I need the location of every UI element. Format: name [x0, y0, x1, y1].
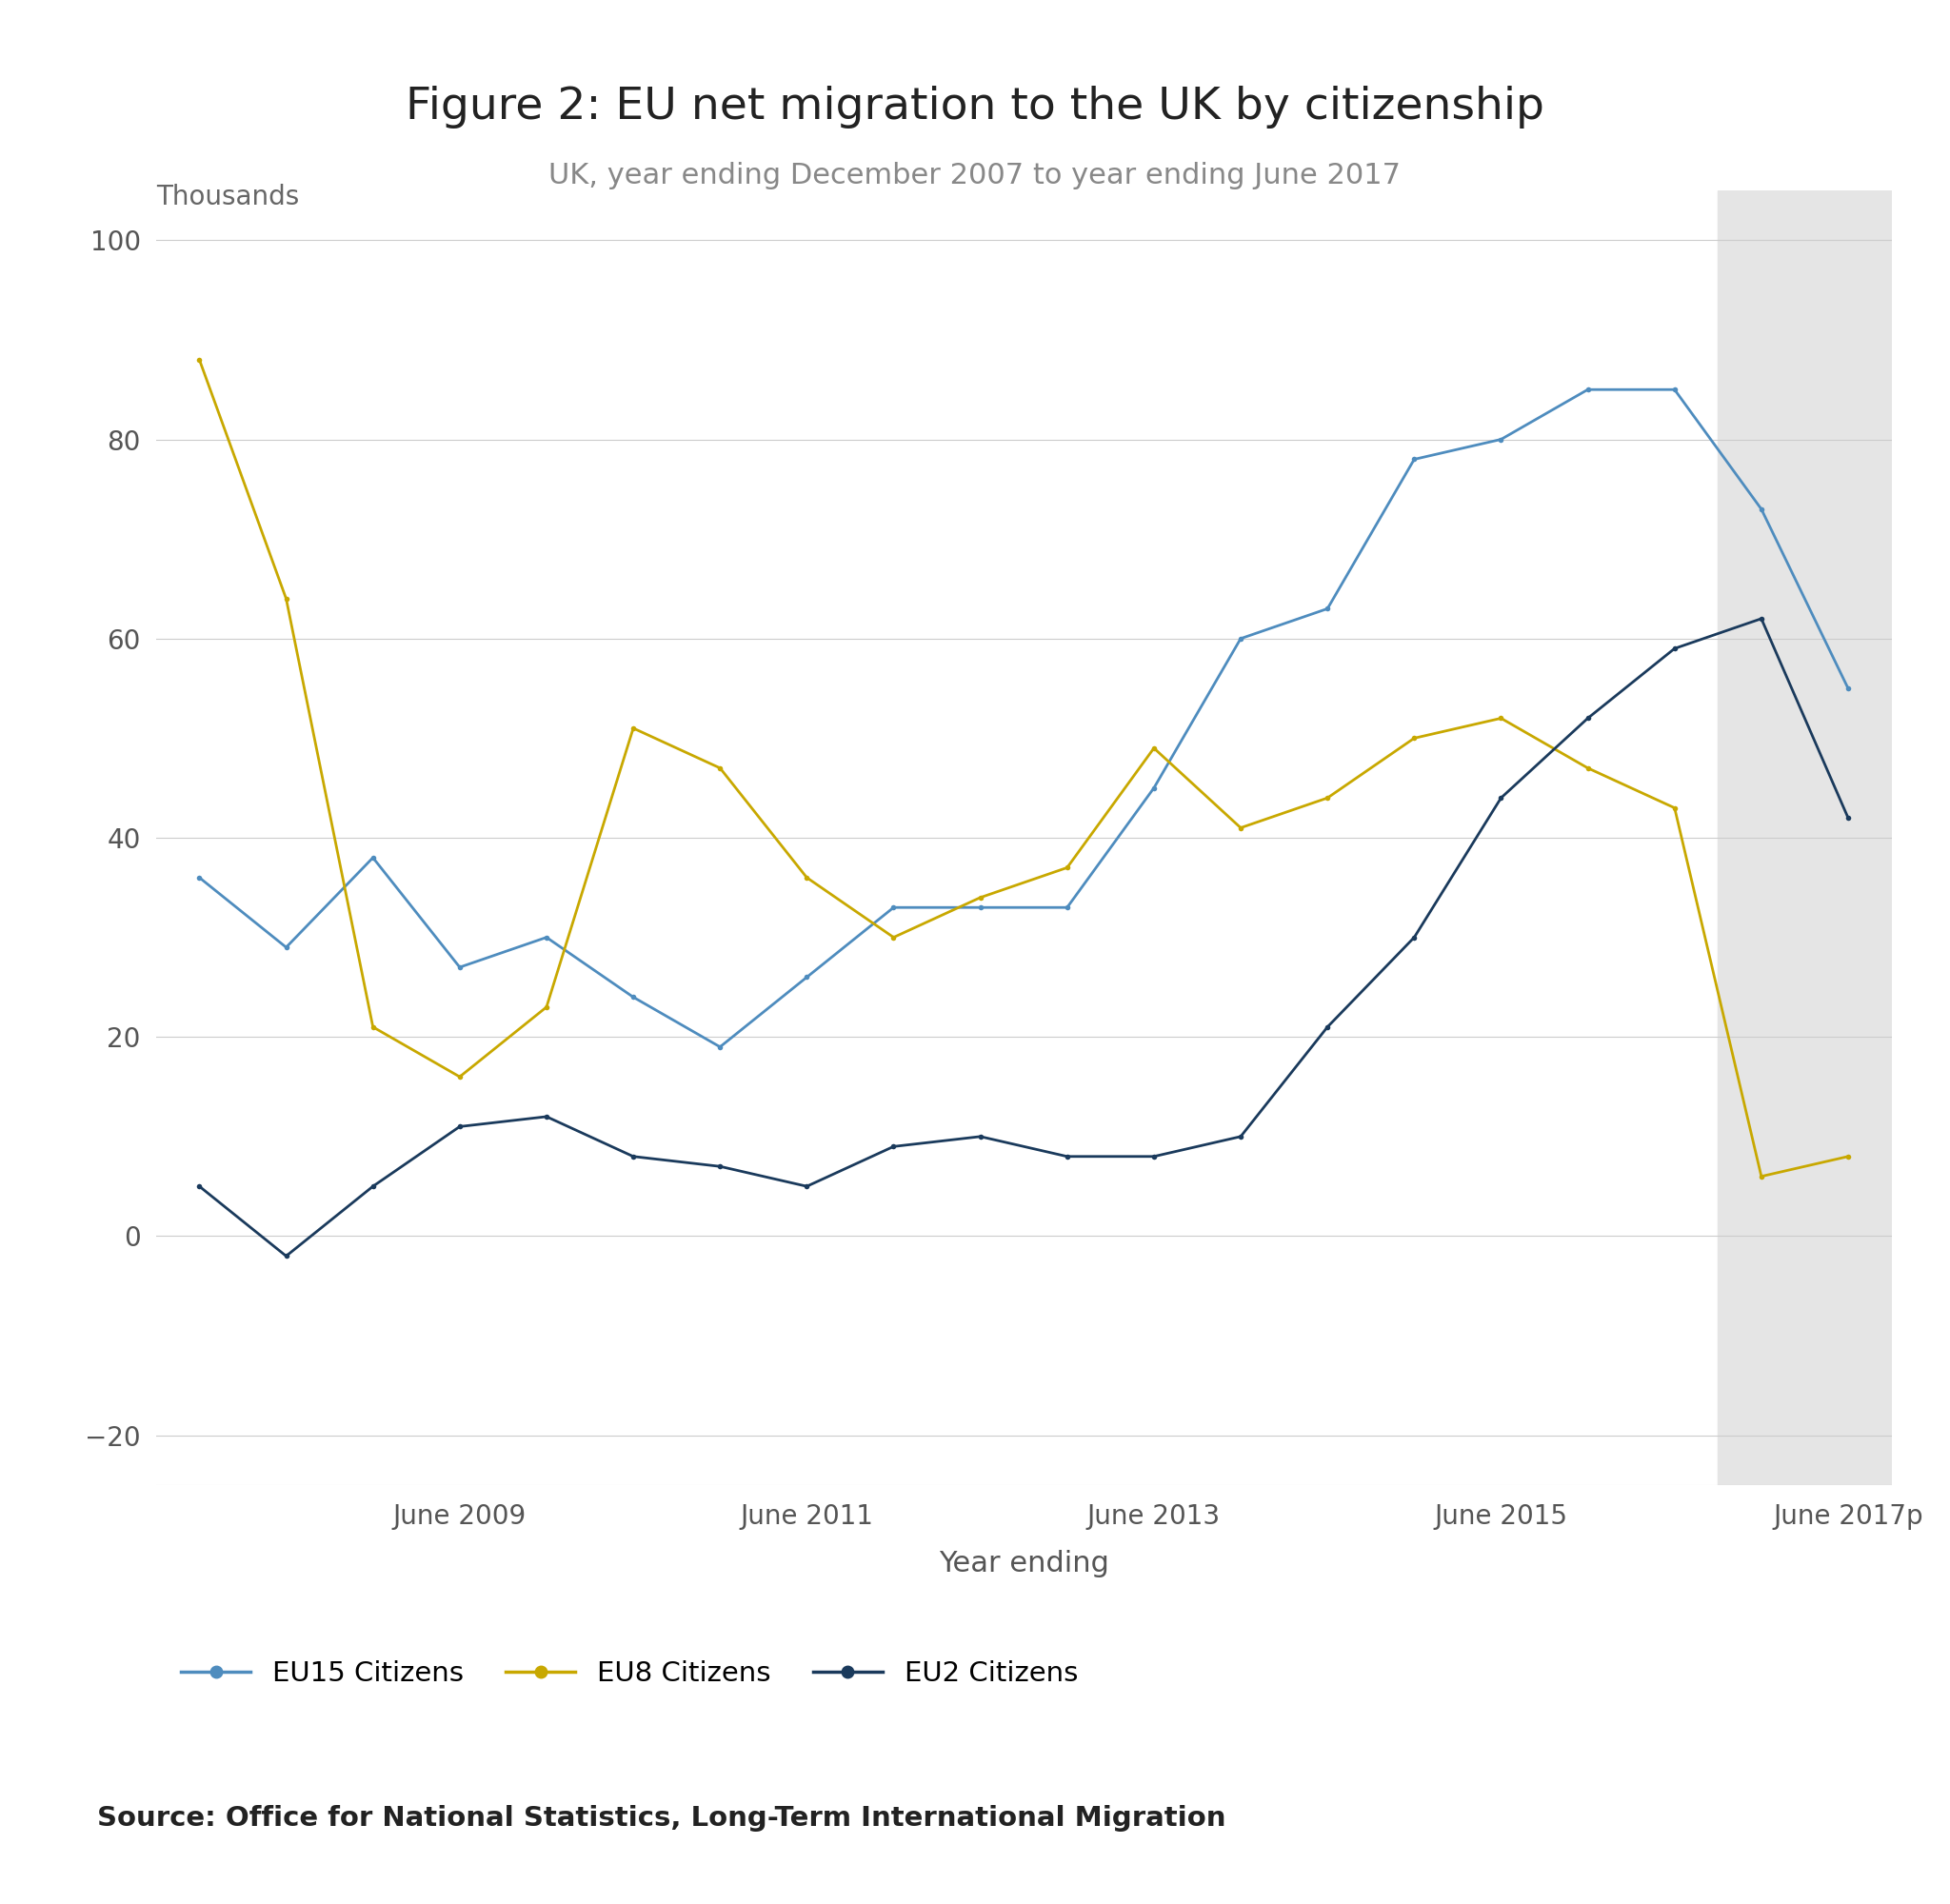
EU15 Citizens [275, 937, 298, 960]
EU8 Citizens [1749, 1165, 1773, 1188]
EU8 Citizens [1228, 817, 1252, 840]
Text: Figure 2: EU net migration to the UK by citizenship: Figure 2: EU net migration to the UK by … [406, 86, 1544, 129]
EU2 Citizens [881, 1135, 905, 1158]
EU15 Citizens [969, 897, 993, 920]
EU2 Citizens [1837, 807, 1860, 830]
EU2 Citizens [534, 1104, 558, 1127]
EU8 Citizens [1837, 1144, 1860, 1167]
EU2 Citizens [187, 1175, 211, 1198]
Text: Source: Office for National Statistics, Long-Term International Migration: Source: Office for National Statistics, … [98, 1805, 1227, 1832]
EU2 Citizens [1055, 1144, 1078, 1167]
EU8 Citizens [1402, 727, 1425, 750]
EU15 Citizens [534, 925, 558, 948]
EU8 Citizens [1316, 786, 1340, 809]
EU15 Citizens [361, 845, 384, 868]
EU2 Citizens [622, 1144, 645, 1167]
EU8 Citizens [881, 925, 905, 948]
EU8 Citizens [1490, 706, 1513, 729]
EU8 Citizens [1576, 756, 1599, 779]
EU2 Citizens [1576, 706, 1599, 729]
Legend: EU15 Citizens, EU8 Citizens, EU2 Citizens: EU15 Citizens, EU8 Citizens, EU2 Citizen… [170, 1649, 1090, 1698]
EU2 Citizens [1143, 1144, 1166, 1167]
EU2 Citizens [275, 1245, 298, 1268]
EU2 Citizens [1749, 607, 1773, 630]
EU15 Citizens [1749, 497, 1773, 520]
EU15 Citizens [1316, 598, 1340, 621]
EU15 Citizens [1055, 897, 1078, 920]
EU15 Citizens [1576, 379, 1599, 402]
EU8 Citizens [622, 716, 645, 739]
EU15 Citizens [1663, 379, 1687, 402]
EU15 Citizens [1402, 447, 1425, 470]
EU8 Citizens [275, 586, 298, 609]
EU8 Citizens [187, 348, 211, 371]
Text: UK, year ending December 2007 to year ending June 2017: UK, year ending December 2007 to year en… [548, 162, 1402, 190]
EU8 Citizens [448, 1066, 472, 1089]
EU15 Citizens [796, 965, 819, 988]
EU8 Citizens [1055, 857, 1078, 880]
EU15 Citizens [1490, 428, 1513, 451]
EU2 Citizens [1490, 786, 1513, 809]
EU8 Citizens [361, 1015, 384, 1038]
EU2 Citizens [796, 1175, 819, 1198]
EU15 Citizens [1228, 626, 1252, 649]
EU15 Citizens [881, 897, 905, 920]
EU8 Citizens [1143, 737, 1166, 760]
Line: EU2 Citizens: EU2 Citizens [197, 617, 1851, 1259]
EU2 Citizens [1402, 925, 1425, 948]
EU8 Citizens [1663, 796, 1687, 819]
EU15 Citizens [1143, 777, 1166, 800]
EU2 Citizens [1316, 1015, 1340, 1038]
EU2 Citizens [1663, 638, 1687, 661]
EU8 Citizens [969, 885, 993, 908]
Line: EU15 Citizens: EU15 Citizens [197, 387, 1851, 1049]
EU15 Citizens [1837, 678, 1860, 701]
EU15 Citizens [708, 1036, 731, 1059]
EU2 Citizens [448, 1116, 472, 1139]
EU8 Citizens [534, 996, 558, 1019]
EU8 Citizens [796, 866, 819, 889]
Bar [1718, 190, 1892, 1485]
EU15 Citizens [448, 956, 472, 979]
EU15 Citizens [187, 866, 211, 889]
EU8 Citizens [708, 756, 731, 779]
EU2 Citizens [708, 1156, 731, 1179]
EU15 Citizens [622, 986, 645, 1009]
X-axis label: Year ending: Year ending [938, 1550, 1110, 1577]
EU2 Citizens [361, 1175, 384, 1198]
Text: Thousands: Thousands [156, 183, 298, 209]
EU2 Citizens [969, 1125, 993, 1148]
EU2 Citizens [1228, 1125, 1252, 1148]
Line: EU8 Citizens: EU8 Citizens [197, 358, 1851, 1179]
